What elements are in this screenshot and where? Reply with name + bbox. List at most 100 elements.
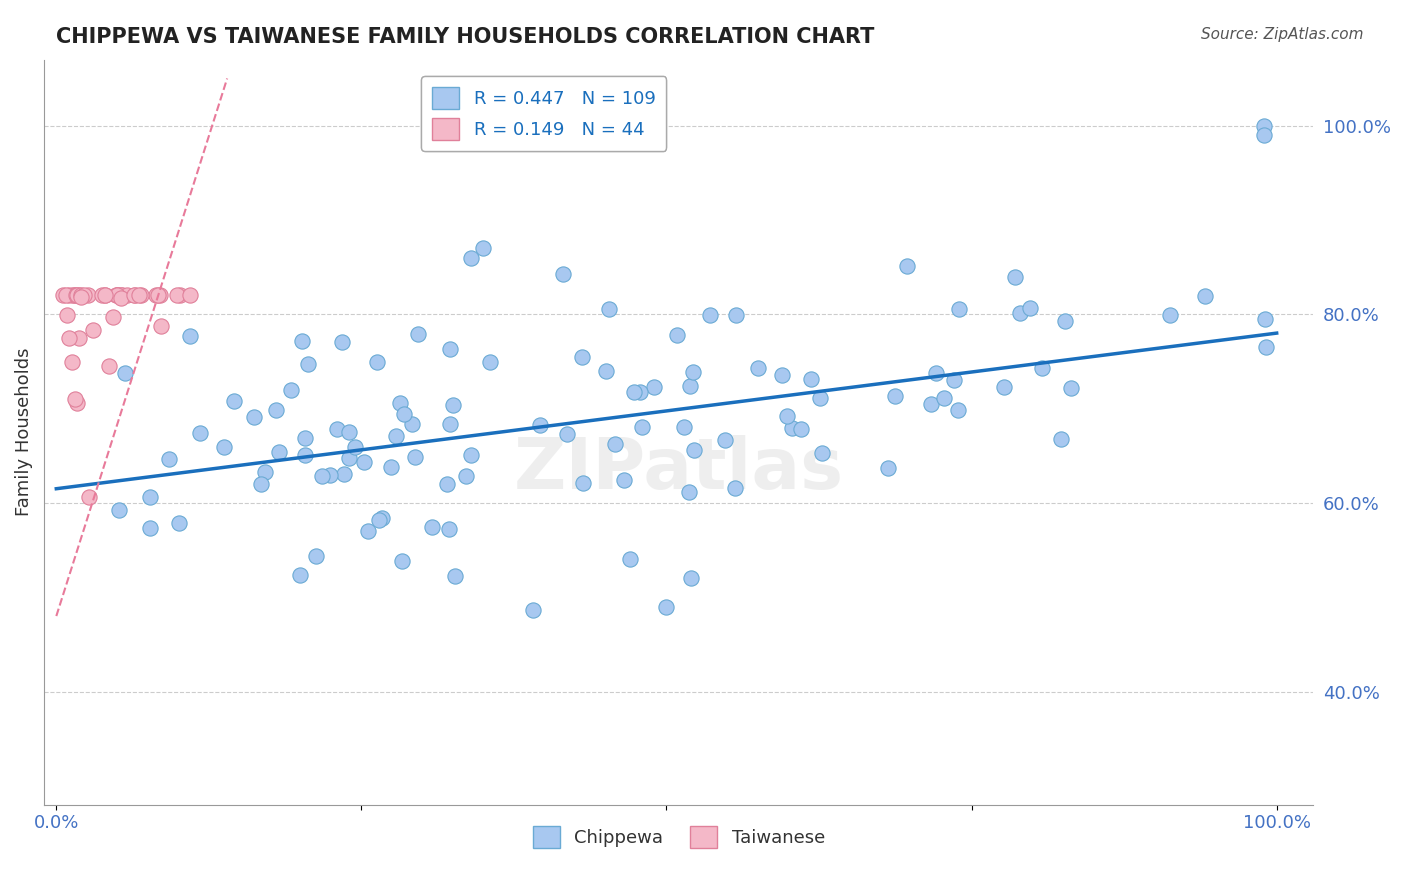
Chippewa [243,410,266,425]
Taiwanese [94,288,117,302]
Taiwanese [146,288,169,302]
Chippewa [1060,381,1083,395]
Chippewa [780,420,803,434]
Taiwanese [145,288,167,302]
Chippewa [344,440,367,454]
Chippewa [224,393,246,408]
Taiwanese [149,288,172,302]
Chippewa [553,268,575,282]
Taiwanese [98,359,121,373]
Chippewa [337,451,360,466]
Taiwanese [67,331,90,345]
Taiwanese [55,288,77,302]
Chippewa [770,368,793,382]
Chippewa [380,459,402,474]
Chippewa [699,308,721,322]
Chippewa [478,355,501,369]
Taiwanese [56,309,79,323]
Chippewa [394,407,416,421]
Chippewa [357,524,380,538]
Chippewa [437,522,460,536]
Chippewa [1049,432,1071,446]
Chippewa [250,476,273,491]
Taiwanese [124,288,146,302]
Chippewa [1256,339,1278,353]
Chippewa [682,365,704,379]
Chippewa [1019,301,1042,315]
Chippewa [368,513,391,527]
Chippewa [294,432,316,446]
Chippewa [319,467,342,482]
Chippewa [439,343,461,357]
Chippewa [212,441,235,455]
Chippewa [441,398,464,412]
Taiwanese [58,331,80,345]
Chippewa [107,502,129,516]
Chippewa [472,241,495,255]
Chippewa [267,445,290,459]
Chippewa [139,521,162,535]
Chippewa [460,448,482,462]
Taiwanese [115,288,138,302]
Chippewa [808,391,831,405]
Chippewa [384,429,406,443]
Chippewa [683,443,706,458]
Chippewa [370,511,392,525]
Chippewa [167,516,190,530]
Chippewa [628,384,651,399]
Taiwanese [73,288,96,302]
Taiwanese [82,322,104,336]
Chippewa [404,450,426,464]
Chippewa [422,520,444,534]
Chippewa [948,301,970,316]
Chippewa [598,301,620,316]
Chippewa [330,335,353,350]
Chippewa [673,419,696,434]
Chippewa [326,422,349,436]
Chippewa [444,568,467,582]
Taiwanese [128,288,150,302]
Chippewa [366,354,388,368]
Chippewa [679,379,702,393]
Taiwanese [129,288,152,302]
Taiwanese [65,288,87,302]
Chippewa [810,446,832,460]
Chippewa [643,380,665,394]
Taiwanese [105,288,128,302]
Chippewa [948,403,970,417]
Taiwanese [101,310,124,325]
Taiwanese [122,288,145,302]
Chippewa [1253,119,1275,133]
Chippewa [254,465,277,479]
Taiwanese [66,396,89,410]
Chippewa [1010,306,1032,320]
Taiwanese [105,288,128,302]
Chippewa [713,433,735,447]
Chippewa [1053,313,1076,327]
Taiwanese [63,288,86,302]
Taiwanese [69,290,91,304]
Chippewa [280,383,302,397]
Chippewa [619,552,641,566]
Chippewa [337,425,360,439]
Chippewa [877,461,900,475]
Taiwanese [63,392,86,406]
Chippewa [920,397,942,411]
Chippewa [522,603,544,617]
Taiwanese [62,288,84,302]
Taiwanese [104,288,127,302]
Taiwanese [52,288,75,302]
Chippewa [1159,308,1181,322]
Chippewa [114,366,136,380]
Taiwanese [60,355,83,369]
Y-axis label: Family Households: Family Households [15,348,32,516]
Chippewa [1004,270,1026,285]
Chippewa [391,554,413,568]
Chippewa [993,380,1015,394]
Taiwanese [76,288,98,302]
Taiwanese [169,288,191,302]
Taiwanese [166,288,188,302]
Chippewa [157,451,180,466]
Taiwanese [90,288,112,302]
Chippewa [305,549,328,563]
